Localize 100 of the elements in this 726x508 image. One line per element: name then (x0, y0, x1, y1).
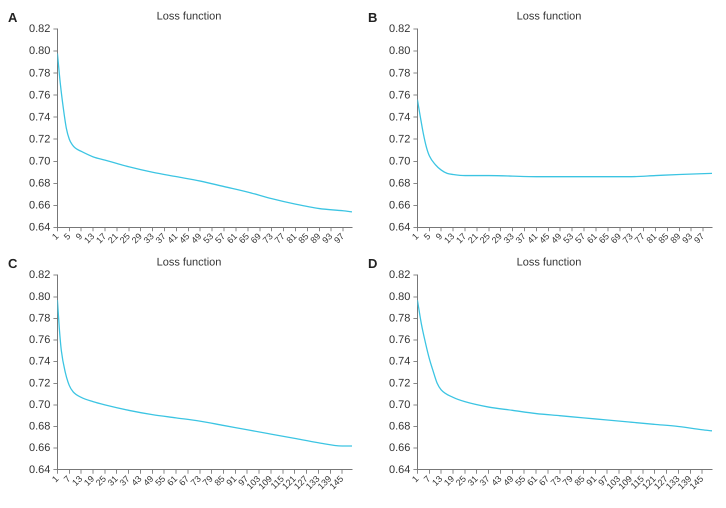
y-tick-label: 0.74 (28, 356, 50, 368)
x-tick-label: 1 (410, 474, 421, 484)
x-tick-label: 69 (248, 231, 263, 246)
x-tick-label: 55 (513, 474, 528, 488)
y-tick-label: 0.70 (28, 155, 50, 168)
x-tick-label: 17 (94, 231, 108, 246)
y-tick-label: 0.82 (28, 269, 50, 282)
chart-title: Loss function (516, 256, 582, 269)
y-tick-label: 0.64 (388, 221, 410, 234)
y-tick-label: 0.72 (388, 377, 410, 390)
x-tick-label: 29 (490, 231, 504, 246)
x-tick-label: 13 (442, 231, 456, 246)
x-tick-label: 61 (584, 231, 600, 246)
x-tick-label: 19 (442, 474, 456, 488)
chart-title: Loss function (156, 10, 222, 23)
x-tick-label: 9 (434, 231, 444, 242)
y-tick-label: 0.78 (28, 312, 50, 324)
y-tick-label: 0.68 (388, 420, 410, 433)
x-tick-label: 93 (680, 231, 694, 246)
x-tick-label: 13 (70, 474, 84, 488)
x-tick-label: 67 (176, 474, 192, 488)
x-tick-label: 53 (561, 231, 576, 246)
x-tick-label: 57 (213, 231, 228, 246)
x-tick-label: 7 (422, 474, 432, 484)
x-tick-label: 81 (284, 231, 299, 246)
x-tick-label: 89 (308, 231, 322, 246)
y-tick-label: 0.80 (28, 290, 50, 303)
y-tick-label: 0.80 (28, 45, 50, 58)
x-tick-label: 43 (489, 474, 504, 488)
x-tick-label: 25 (454, 474, 468, 488)
x-tick-label: 73 (260, 231, 275, 246)
x-tick-label: 45 (177, 231, 192, 246)
x-tick-label: 81 (644, 231, 659, 246)
x-tick-label: 19 (82, 474, 96, 488)
x-tick-label: 1 (50, 231, 61, 242)
y-tick-label: 0.76 (28, 89, 50, 102)
y-tick-label: 0.74 (388, 111, 410, 124)
x-tick-label: 91 (584, 474, 599, 488)
y-tick-label: 0.78 (28, 67, 50, 80)
line-series (57, 52, 352, 213)
x-tick-label: 85 (212, 474, 227, 488)
y-tick-label: 0.64 (388, 464, 410, 476)
x-tick-label: 1 (50, 474, 61, 484)
x-tick-label: 49 (189, 231, 204, 246)
x-tick-label: 61 (525, 474, 540, 488)
x-tick-label: 85 (656, 231, 671, 246)
y-tick-label: 0.82 (28, 23, 50, 36)
x-tick-label: 65 (596, 231, 612, 246)
x-tick-label: 65 (236, 231, 252, 246)
x-tick-label: 21 (106, 231, 120, 246)
x-tick-label: 97 (692, 231, 706, 246)
y-tick-label: 0.82 (388, 23, 410, 36)
x-tick-label: 61 (165, 474, 180, 488)
y-tick-label: 0.74 (388, 356, 410, 368)
x-tick-label: 85 (572, 474, 587, 488)
y-tick-label: 0.80 (388, 290, 410, 303)
y-tick-label: 0.70 (28, 398, 50, 411)
y-tick-label: 0.66 (388, 199, 410, 212)
y-tick-label: 0.78 (388, 312, 410, 324)
x-tick-label: 37 (154, 231, 168, 246)
text: D (368, 256, 378, 271)
x-tick-label: 5 (62, 231, 72, 242)
x-tick-label: 37 (478, 474, 492, 488)
x-tick-label: 55 (153, 474, 168, 488)
y-tick-label: 0.70 (388, 155, 410, 168)
x-tick-label: 45 (537, 231, 552, 246)
x-tick-label: 93 (320, 231, 334, 246)
x-tick-label: 25 (118, 231, 132, 246)
x-tick-label: 77 (272, 231, 287, 246)
x-tick-label: 49 (141, 474, 156, 488)
x-tick-label: 41 (165, 231, 180, 246)
x-tick-label: 31 (466, 474, 480, 488)
x-tick-label: 21 (466, 231, 480, 246)
y-tick-label: 0.68 (28, 177, 50, 190)
y-tick-label: 0.66 (28, 442, 50, 454)
x-tick-label: 43 (129, 474, 144, 488)
y-tick-label: 0.76 (388, 334, 410, 346)
x-tick-label: 79 (200, 474, 215, 488)
x-tick-label: 97 (332, 231, 346, 246)
y-tick-label: 0.76 (28, 334, 50, 346)
x-tick-label: 31 (106, 474, 120, 488)
y-tick-label: 0.80 (388, 45, 410, 58)
x-tick-label: 25 (94, 474, 108, 488)
y-tick-label: 0.64 (28, 464, 50, 476)
x-tick-label: 53 (201, 231, 216, 246)
line-series (417, 98, 712, 178)
x-tick-label: 89 (668, 231, 682, 246)
x-tick-label: 69 (608, 231, 623, 246)
text: A (8, 10, 18, 25)
x-tick-label: 5 (422, 231, 432, 242)
x-tick-label: 67 (536, 474, 552, 488)
x-tick-label: 25 (478, 231, 492, 246)
chart-title: Loss function (156, 256, 222, 269)
x-tick-label: 33 (142, 231, 156, 246)
text: C (8, 256, 18, 271)
y-tick-label: 0.70 (388, 398, 410, 411)
y-tick-label: 0.72 (28, 377, 50, 390)
x-tick-label: 9 (74, 231, 84, 242)
x-tick-label: 85 (296, 231, 311, 246)
x-tick-label: 73 (620, 231, 635, 246)
